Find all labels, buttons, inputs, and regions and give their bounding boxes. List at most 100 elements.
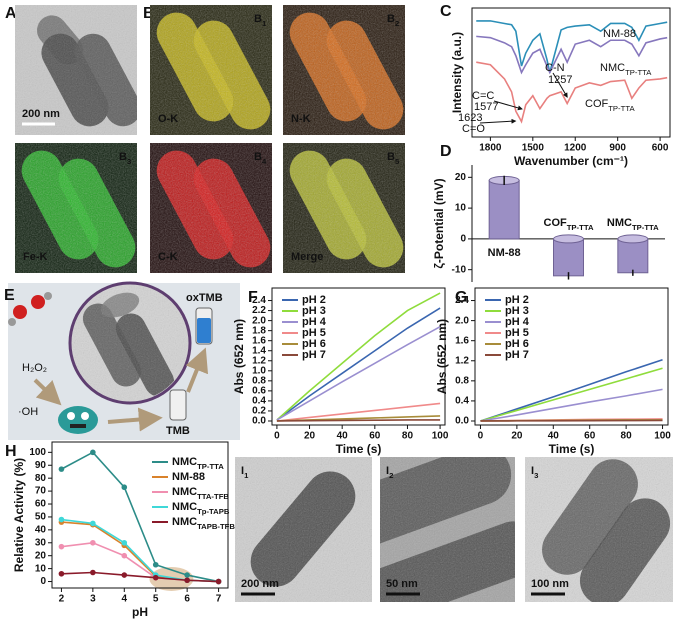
y-tick-label: -10 — [452, 264, 467, 275]
legend-label-main: pH 5 — [302, 327, 326, 339]
point — [121, 552, 128, 559]
x-tick-label: 20 — [511, 431, 523, 442]
tem-image: I2 50 nm — [380, 457, 515, 602]
legend-label-main: pH 5 — [505, 327, 529, 339]
inset-image — [72, 285, 188, 401]
scale-bar-label: 200 nm — [241, 578, 279, 590]
legend-label: pH 4 — [505, 316, 530, 328]
product-label: oxTMB — [186, 292, 223, 304]
texture — [283, 5, 405, 135]
series-label: NMCTP-TTA — [600, 62, 652, 77]
legend-label-sub: TP-TTA — [197, 462, 224, 471]
y-tick-label: 0.0 — [252, 416, 266, 427]
legend-label: NMCTAPB-TFB — [172, 516, 235, 531]
element-label: C-K — [158, 251, 178, 263]
y-tick-label: 1.2 — [252, 355, 266, 366]
substrate-label-main: TMB — [166, 425, 190, 437]
y-tick-label: 80 — [35, 473, 47, 484]
series-line — [61, 451, 219, 583]
tem-inset — [68, 281, 192, 405]
annotation-main: 1623 — [458, 112, 482, 124]
panel-label-main: B — [143, 5, 155, 22]
scale-bar-label-main: 100 nm — [531, 578, 569, 590]
scale-bar-label-main: 200 nm — [241, 578, 279, 590]
x-tick-label: 600 — [652, 143, 669, 154]
element-label-main: Merge — [291, 251, 323, 263]
monster — [58, 406, 98, 434]
reagent-label-main: H₂O₂ — [22, 362, 47, 374]
y-tick-label: 1.8 — [252, 325, 266, 336]
y-tick-label: 0.2 — [252, 406, 266, 417]
legend-label-main: NM-88 — [172, 471, 205, 483]
map-label: B5 — [387, 151, 400, 166]
radical-label: ·OH — [18, 406, 38, 418]
y-tick-label: 0.4 — [252, 396, 266, 407]
series-label-main: COF — [585, 98, 609, 110]
tem-image: 200 nm — [15, 5, 137, 135]
x-tick-label: 40 — [548, 431, 560, 442]
element-label: N-K — [291, 113, 311, 125]
series-line — [476, 35, 668, 75]
category-label-main: NMC — [607, 217, 632, 229]
bar — [553, 238, 584, 277]
series-line — [480, 367, 663, 422]
point — [152, 574, 159, 581]
legend-label-main: pH 2 — [302, 294, 326, 306]
y-tick-label: 0.4 — [455, 396, 469, 407]
arrow — [185, 347, 209, 393]
panel-label: D — [440, 143, 452, 160]
element-label: O-K — [158, 113, 178, 125]
y-tick-label: 0.0 — [455, 416, 469, 427]
annotation: 1577 — [474, 101, 498, 113]
eds-map: B4 C-K — [150, 143, 272, 273]
y-tick-label: 100 — [29, 447, 46, 458]
image-label-sub: 3 — [534, 471, 538, 480]
legend-label: pH 2 — [505, 294, 529, 306]
series-label-sub: TP-TTA — [625, 68, 652, 77]
legend-label: NMCTTA-TFB — [172, 486, 229, 501]
point — [184, 577, 190, 584]
y-tick-label: 0 — [40, 576, 46, 587]
texture — [150, 5, 272, 135]
legend-label-main: pH 3 — [302, 305, 326, 317]
point — [90, 449, 96, 456]
scale-bar-label-main: 50 nm — [386, 578, 418, 590]
y-tick-label: 40 — [35, 524, 47, 535]
y-tick-label: 20 — [455, 172, 467, 183]
y-tick-label: 1.6 — [252, 335, 266, 346]
panel-label-main: G — [455, 289, 467, 306]
y-tick-label: 2.0 — [252, 315, 266, 326]
legend-label: pH 5 — [505, 327, 529, 339]
legend-label: pH 7 — [505, 349, 529, 361]
point — [121, 484, 128, 491]
scale-bar-label: 50 nm — [386, 578, 418, 590]
annotation-arrow — [479, 118, 517, 124]
molecule-atom — [31, 295, 45, 309]
legend-label-main: NMC — [172, 486, 197, 498]
point — [58, 466, 65, 472]
x-tick-label: 1500 — [522, 143, 545, 154]
category-label-sub: TP-TTA — [632, 222, 659, 231]
y-tick-label: 0 — [460, 234, 466, 245]
annotation: C-N — [545, 62, 565, 74]
legend-label: pH 3 — [505, 305, 529, 317]
vial — [169, 389, 187, 421]
legend-label-sub: TAPB-TFB — [197, 522, 235, 531]
vial-liquid — [197, 318, 211, 343]
panel-label-main: H — [5, 443, 17, 460]
x-tick-label: 900 — [609, 143, 626, 154]
point — [90, 520, 96, 527]
point — [90, 539, 96, 546]
element-label-main: Fe-K — [23, 251, 48, 263]
legend-label-main: pH 7 — [505, 349, 529, 361]
image-label: I3 — [531, 465, 538, 480]
annotation: C=C — [472, 90, 494, 102]
series-line — [61, 571, 219, 583]
panel-label-main: D — [440, 143, 452, 160]
bar — [488, 179, 520, 240]
x-tick-label: 1200 — [564, 143, 587, 154]
point — [58, 516, 65, 523]
image-label-sub: 1 — [244, 471, 249, 480]
annotation: 1623 — [458, 112, 482, 124]
x-tick-label: 80 — [621, 431, 633, 442]
